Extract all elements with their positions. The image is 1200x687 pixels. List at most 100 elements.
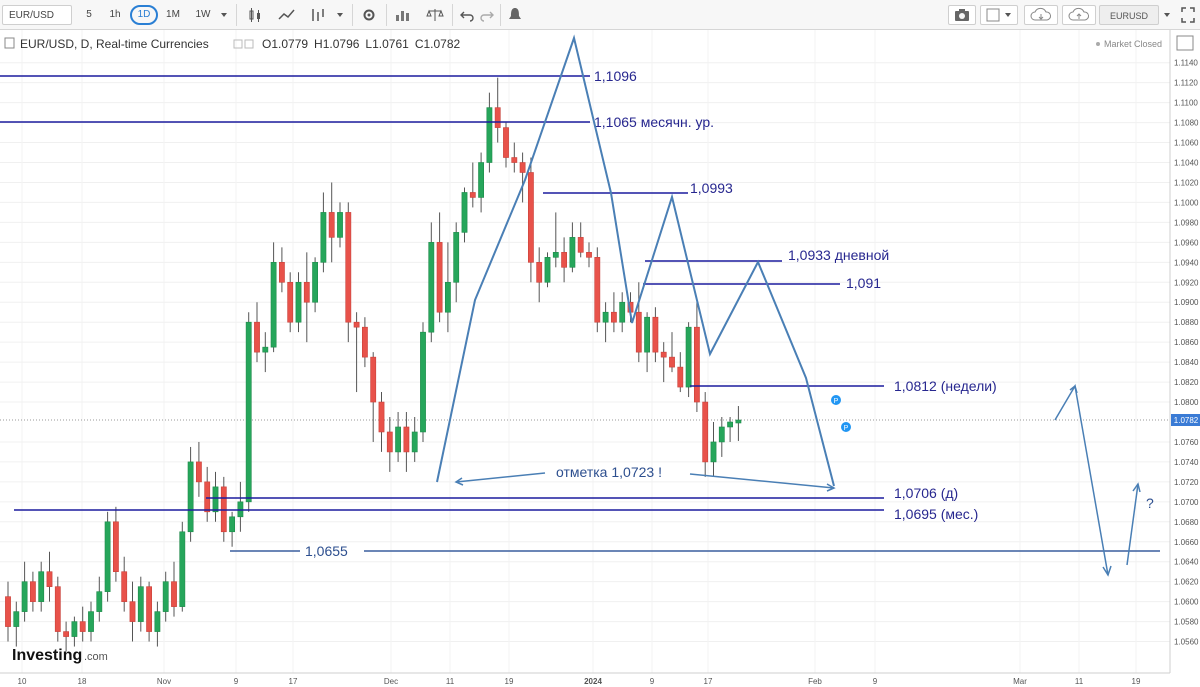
bar-chart-icon[interactable]: [392, 5, 414, 25]
line-chart-icon[interactable]: [276, 5, 298, 25]
price-axis[interactable]: 1.1140 1.1120 1.1100 1.1080 1.1060 1.1040 1.10…: [1174, 59, 1199, 647]
time-axis[interactable]: 10 18 Nov 9 17 Dec 11 19 2024 9 17 Feb 9 Mar 11 19: [18, 677, 1141, 686]
price-tick-label: 1.0880: [1174, 318, 1199, 327]
time-tick-label: 9: [650, 677, 655, 686]
p-marker-icon[interactable]: [831, 395, 841, 405]
candle: [635, 282, 642, 363]
candle: [129, 581, 136, 642]
load-cloud-icon[interactable]: [1024, 5, 1058, 25]
candle: [610, 292, 617, 333]
symbol-search-input[interactable]: EUR/USD: [2, 5, 72, 25]
drawings-layer: 1,1096 1,1065 месячн. ур. 1,0993 1,0933 …: [0, 34, 1160, 577]
alert-icon[interactable]: [504, 5, 526, 25]
price-tick-label: 1.0800: [1174, 398, 1199, 407]
candle: [353, 312, 360, 393]
candle: [478, 152, 484, 213]
interval-dropdown-icon[interactable]: [217, 5, 231, 25]
candle: [527, 157, 534, 283]
candles-icon[interactable]: [244, 5, 266, 25]
price-tick-label: 1.0580: [1174, 618, 1199, 627]
interval-5-button[interactable]: 5: [86, 9, 92, 20]
candle: [702, 392, 709, 477]
candle: [345, 202, 352, 343]
candle: [303, 252, 310, 343]
candle: [361, 317, 368, 368]
market-status-icon: [1096, 42, 1100, 46]
level-lines: [0, 75, 1160, 552]
p-marker-icon[interactable]: [841, 422, 851, 432]
legend-settings-icon[interactable]: [233, 39, 254, 49]
candle: [204, 466, 211, 522]
gear-icon[interactable]: [358, 5, 380, 25]
candle: [669, 332, 675, 373]
time-tick-label: 19: [505, 677, 514, 686]
price-tick-label: 1.0840: [1174, 358, 1199, 367]
forecast-arrows: [1054, 383, 1141, 577]
redo-icon[interactable]: [478, 5, 496, 25]
candle: [453, 222, 460, 303]
candle: [54, 576, 61, 642]
candle: [403, 412, 410, 472]
label-question: ?: [1146, 495, 1154, 511]
axis-settings-icon[interactable]: [1176, 35, 1194, 51]
time-tick-label: Feb: [808, 677, 822, 686]
price-tick-label: 1.0860: [1174, 338, 1199, 347]
candle: [436, 212, 443, 323]
interval-1d-button[interactable]: 1D: [130, 5, 158, 25]
interval-1h-button[interactable]: 1h: [109, 9, 121, 20]
chart-toolbar: EUR/USD 5 1h 1D 1M 1W EURUSD copy: [0, 0, 1200, 41]
interval-1m-button[interactable]: 1M: [166, 9, 180, 20]
price-tick-label: 1.0720: [1174, 478, 1199, 487]
candle: [386, 417, 393, 472]
price-tick-label: 1.0660: [1174, 538, 1199, 547]
candle: [544, 252, 551, 288]
candle: [121, 556, 128, 612]
candle: [212, 471, 219, 522]
candle: [154, 601, 161, 647]
legend-collapse-icon[interactable]: [4, 37, 15, 49]
time-tick-label: Dec: [384, 677, 398, 686]
camera-icon[interactable]: [948, 5, 976, 25]
time-tick-label: 18: [78, 677, 87, 686]
label-11096: 1,1096: [594, 68, 637, 84]
label-10812: 1,0812 (недели): [894, 378, 997, 394]
candle: [370, 352, 377, 442]
candle: [71, 616, 78, 647]
price-tick-label: 1.1040: [1174, 159, 1199, 168]
candle: [171, 561, 177, 617]
indicators-icon[interactable]: [308, 5, 328, 25]
price-tick-label: 1.0900: [1174, 298, 1199, 307]
compare-scale-icon[interactable]: [424, 5, 446, 25]
time-tick-label: Nov: [157, 677, 171, 686]
candle: [552, 212, 559, 268]
time-tick-label: 10: [18, 677, 27, 686]
pattern-zigzag[interactable]: [436, 34, 835, 487]
candle: [38, 561, 45, 612]
price-tick-label: 1.0960: [1174, 238, 1199, 247]
candle: [63, 621, 69, 652]
label-1091: 1,091: [846, 275, 881, 291]
candle: [519, 152, 526, 203]
candle: [262, 332, 269, 373]
label-10933: 1,0933 дневной: [788, 247, 889, 263]
candle: [146, 581, 152, 642]
price-chart[interactable]: 1,1096 1,1065 месячн. ур. 1,0993 1,0933 …: [0, 30, 1200, 687]
undo-icon[interactable]: [458, 5, 476, 25]
candle: [511, 142, 518, 173]
color-picker-button[interactable]: [980, 5, 1018, 25]
save-cloud-icon[interactable]: [1062, 5, 1096, 25]
price-tick-label: 1.0980: [1174, 218, 1199, 227]
svg-text:P: P: [834, 398, 839, 405]
label-10695: 1,0695 (мес.): [894, 506, 978, 522]
candle: [278, 247, 285, 293]
candle: [88, 601, 94, 642]
chart-type-dropdown-icon[interactable]: [333, 5, 347, 25]
candle: [461, 187, 468, 243]
candle: [644, 312, 650, 373]
fullscreen-icon[interactable]: [1178, 5, 1198, 25]
layout-name-label[interactable]: EURUSD copy: [1099, 5, 1159, 41]
interval-1w-button[interactable]: 1W: [195, 9, 211, 20]
candle: [328, 182, 335, 263]
layout-dropdown-icon[interactable]: [1160, 5, 1174, 25]
investing-watermark: Investing .com: [12, 647, 108, 664]
